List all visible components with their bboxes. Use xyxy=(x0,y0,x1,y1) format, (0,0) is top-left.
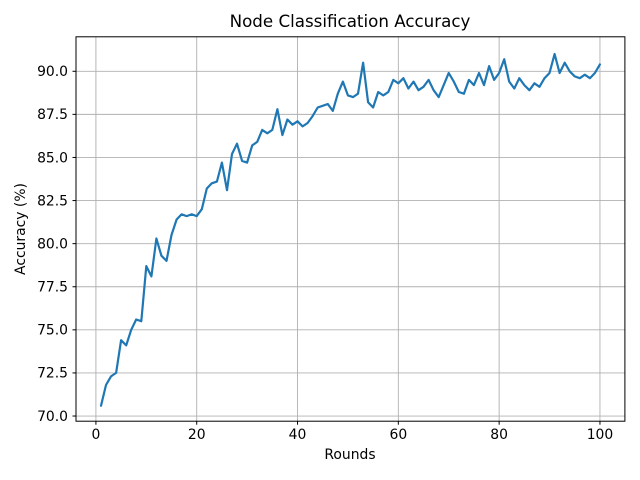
y-tick-label: 87.5 xyxy=(37,107,68,123)
y-tick-label: 82.5 xyxy=(37,193,68,209)
y-axis-label: Accuracy (%) xyxy=(13,183,29,275)
x-tick-label: 0 xyxy=(91,427,100,443)
y-tick-label: 80.0 xyxy=(37,236,68,252)
x-tick-label: 60 xyxy=(389,427,407,443)
y-tick-label: 77.5 xyxy=(37,280,68,296)
y-tick-label: 90.0 xyxy=(37,64,68,80)
y-tick-label: 72.5 xyxy=(37,366,68,382)
y-tick-label: 70.0 xyxy=(37,409,68,425)
y-tick-label: 85.0 xyxy=(37,150,68,166)
axes-spines xyxy=(75,36,626,422)
x-tick-label: 100 xyxy=(587,427,614,443)
accuracy-line xyxy=(99,52,602,407)
y-tick-label: 75.0 xyxy=(37,323,68,339)
x-axis-label: Rounds xyxy=(324,447,376,463)
chart-title: Node Classification Accuracy xyxy=(229,11,471,31)
x-tick-label: 20 xyxy=(188,427,206,443)
x-tick-label: 40 xyxy=(289,427,307,443)
x-tick-label: 80 xyxy=(490,427,508,443)
